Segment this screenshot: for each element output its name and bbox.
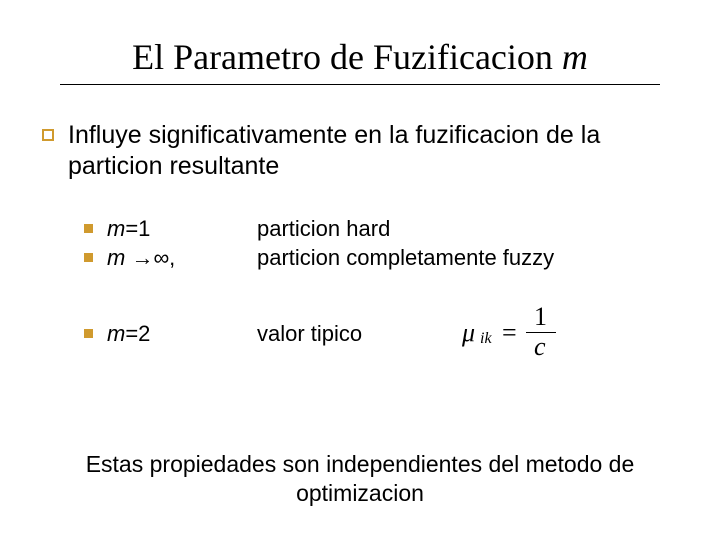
sub-block-2: m=2 valor tipico: [84, 320, 690, 348]
slide: El Parametro de Fuzificacion m Influye s…: [0, 0, 720, 540]
slide-body: Influye significativamente en la fuzific…: [42, 120, 690, 377]
title-m: m: [562, 37, 588, 77]
list-item: m=2 valor tipico: [84, 320, 690, 348]
main-point: Influye significativamente en la fuzific…: [42, 120, 690, 183]
item-left: m=2: [107, 320, 257, 348]
footer-note: Estas propiedades son independientes del…: [60, 450, 660, 508]
formula-denominator: c: [534, 332, 546, 362]
formula-eq: =: [502, 318, 517, 348]
bullet-hollow-icon: [42, 129, 54, 141]
sub-block-1: m=1 particion hard m →∞, particion compl…: [84, 215, 690, 272]
list-item: m=1 particion hard: [84, 215, 690, 243]
bullet-solid-icon: [84, 253, 93, 262]
formula-sub: ik: [480, 330, 492, 348]
slide-title: El Parametro de Fuzificacion m: [0, 36, 720, 78]
item-left: m →∞,: [107, 244, 257, 272]
item-right: particion completamente fuzzy: [257, 244, 690, 272]
bullet-solid-icon: [84, 224, 93, 233]
item-right: particion hard: [257, 215, 690, 243]
item-left: m=1: [107, 215, 257, 243]
formula-numerator: 1: [534, 302, 547, 332]
list-item: m →∞, particion completamente fuzzy: [84, 244, 690, 272]
title-text: El Parametro de Fuzificacion: [132, 37, 562, 77]
formula-mu: μ: [462, 318, 475, 348]
main-point-text: Influye significativamente en la fuzific…: [68, 120, 690, 183]
bullet-solid-icon: [84, 329, 93, 338]
title-underline: [60, 84, 660, 85]
